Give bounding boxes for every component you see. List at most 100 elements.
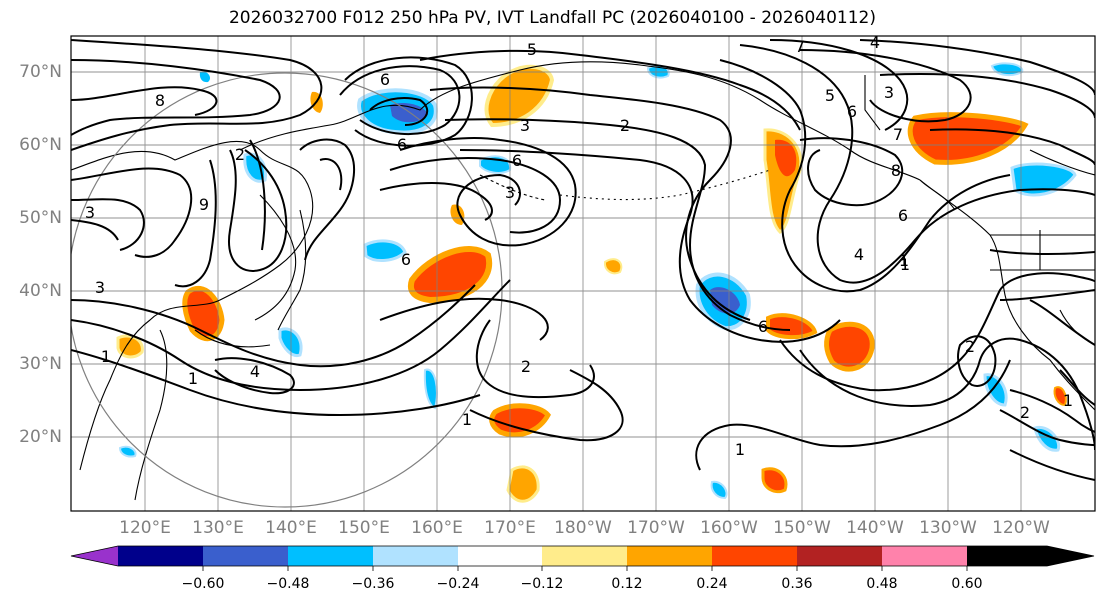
colorbar-bin bbox=[627, 546, 712, 566]
pv-shading bbox=[116, 62, 1077, 503]
contour-label: 5 bbox=[527, 40, 537, 59]
colorbar-tick-label: −0.36 bbox=[351, 576, 395, 592]
colorbar-bin bbox=[712, 546, 797, 566]
lon-label: 120°E bbox=[119, 518, 171, 538]
lon-label: 150°W bbox=[773, 518, 831, 538]
contour-label: 2 bbox=[965, 337, 975, 356]
cool-anomaly bbox=[390, 103, 428, 123]
contour-label: 1 bbox=[101, 347, 111, 366]
map-frame bbox=[70, 35, 1096, 512]
contour-label: 2 bbox=[620, 116, 630, 135]
contour-label: 4 bbox=[854, 245, 864, 264]
colorbar-bin bbox=[203, 546, 288, 566]
warm-anomaly bbox=[506, 465, 540, 503]
colorbar-bin bbox=[288, 546, 373, 566]
lat-label: 30°N bbox=[19, 354, 62, 374]
lon-label: 130°W bbox=[919, 518, 977, 538]
contour-label: 1 bbox=[899, 251, 909, 270]
warm-anomaly bbox=[775, 139, 797, 177]
contour-label: 1 bbox=[1063, 391, 1073, 410]
contour-label: 3 bbox=[884, 83, 894, 102]
contour-label: 7 bbox=[795, 37, 805, 56]
lon-label: 130°E bbox=[192, 518, 244, 538]
cool-anomaly bbox=[710, 480, 728, 500]
contour-label: 1 bbox=[735, 440, 745, 459]
cool-anomaly bbox=[983, 373, 1008, 407]
warm-anomaly bbox=[450, 204, 465, 225]
lon-label: 160°W bbox=[700, 518, 758, 538]
cool-anomaly bbox=[1010, 162, 1077, 197]
contour-label: 4 bbox=[870, 33, 880, 52]
contour-label: 6 bbox=[380, 70, 390, 89]
cool-anomaly bbox=[363, 239, 407, 262]
contour-label: 3 bbox=[505, 183, 515, 202]
warm-anomaly bbox=[408, 246, 493, 304]
contour-label: 2 bbox=[1020, 403, 1030, 422]
colorbar-tick-label: 0.48 bbox=[866, 576, 898, 592]
warm-anomaly bbox=[116, 334, 144, 359]
lat-label: 70°N bbox=[19, 62, 62, 82]
cool-anomaly bbox=[423, 368, 438, 410]
lat-label: 60°N bbox=[19, 135, 62, 155]
contour-label: 8 bbox=[891, 161, 901, 180]
colorbar-tick-label: −0.48 bbox=[266, 576, 310, 592]
cool-anomaly bbox=[990, 62, 1024, 77]
contour-label: 7 bbox=[893, 125, 903, 144]
contour-label: 6 bbox=[397, 135, 407, 154]
lon-label: 140°E bbox=[265, 518, 317, 538]
contour-label: 3 bbox=[95, 278, 105, 297]
warm-anomaly bbox=[1053, 386, 1067, 407]
contour-label: 6 bbox=[401, 250, 411, 269]
colorbar-tick-label: 0.60 bbox=[951, 576, 983, 592]
lon-label: 150°E bbox=[338, 518, 390, 538]
lat-label: 20°N bbox=[19, 427, 62, 447]
contour-label: 2 bbox=[235, 145, 245, 164]
lon-label: 170°E bbox=[484, 518, 536, 538]
contour-label: 1 bbox=[188, 369, 198, 388]
colorbar-bin bbox=[797, 546, 882, 566]
contour-label: 2 bbox=[521, 357, 531, 376]
warm-anomaly bbox=[907, 112, 1029, 165]
colorbar-bin bbox=[118, 546, 203, 566]
contour-labels: 8 5 7 4 6 3 2 5 6 3 7 6 2 6 8 6 4 1 9 3 … bbox=[85, 33, 1073, 459]
contour-label: 3 bbox=[85, 203, 95, 222]
contour-label: 4 bbox=[250, 362, 260, 381]
pv-contours bbox=[71, 39, 1095, 481]
contour-label: 3 bbox=[520, 116, 530, 135]
contour-label: 6 bbox=[758, 317, 768, 336]
colorbar-tick-label: −0.24 bbox=[436, 576, 480, 592]
contour-label: 1 bbox=[900, 255, 910, 274]
colorbar-tick-label: −0.60 bbox=[181, 576, 225, 592]
colorbar-bin bbox=[458, 546, 542, 566]
lon-label: 170°W bbox=[627, 518, 685, 538]
map-title: 2026032700 F012 250 hPa PV, IVT Landfall… bbox=[228, 8, 876, 28]
warm-anomaly bbox=[824, 321, 875, 372]
lon-label: 120°W bbox=[992, 518, 1050, 538]
contour-label: 5 bbox=[825, 86, 835, 105]
warm-anomaly bbox=[603, 258, 623, 275]
contour-label: 6 bbox=[512, 151, 522, 170]
contour-label: 6 bbox=[898, 206, 908, 225]
colorbar-tick-label: 0.12 bbox=[611, 576, 643, 592]
colorbar bbox=[70, 545, 1095, 571]
colorbar-extend-low bbox=[71, 546, 118, 566]
cool-anomaly bbox=[278, 327, 303, 358]
graticule bbox=[71, 36, 1095, 511]
warm-anomaly bbox=[761, 467, 788, 494]
colorbar-bin bbox=[373, 546, 458, 566]
colorbar-tick-label: −0.12 bbox=[520, 576, 564, 592]
contour-label: 1 bbox=[462, 410, 472, 429]
warm-anomaly bbox=[489, 403, 551, 438]
contour-label: 9 bbox=[199, 195, 209, 214]
cool-anomaly bbox=[243, 152, 268, 183]
lon-label: 140°W bbox=[846, 518, 904, 538]
cool-anomaly bbox=[118, 445, 137, 458]
lat-label: 40°N bbox=[19, 281, 62, 301]
lat-label: 50°N bbox=[19, 208, 62, 228]
colorbar-bin bbox=[882, 546, 967, 566]
range-circle bbox=[71, 72, 503, 508]
colorbar-tick-label: 0.36 bbox=[781, 576, 813, 592]
warm-anomaly bbox=[766, 313, 818, 339]
contour-label: 8 bbox=[155, 91, 165, 110]
